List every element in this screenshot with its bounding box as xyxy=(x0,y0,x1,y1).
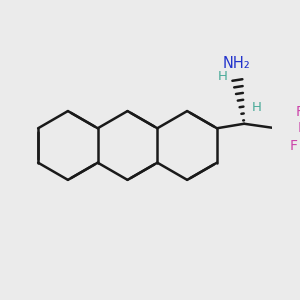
Text: H: H xyxy=(218,70,227,83)
Text: NH₂: NH₂ xyxy=(223,56,251,71)
Text: F: F xyxy=(297,121,300,135)
Text: F: F xyxy=(290,140,298,153)
Text: F: F xyxy=(296,105,300,119)
Text: H: H xyxy=(252,101,262,114)
